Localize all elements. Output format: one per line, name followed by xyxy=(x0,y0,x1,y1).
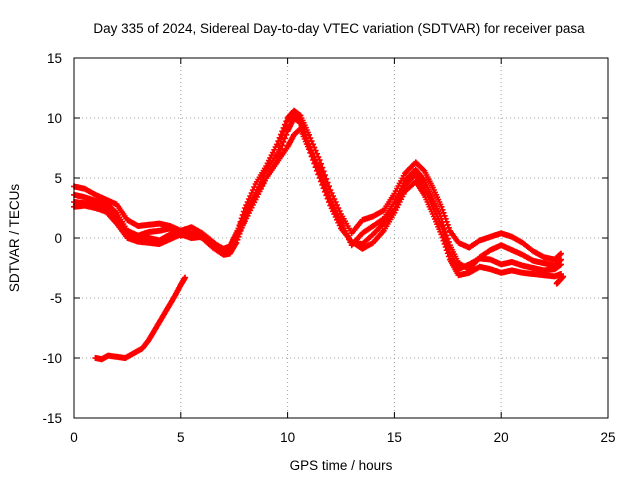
x-tick-label: 25 xyxy=(600,430,615,445)
x-tick-label: 20 xyxy=(494,430,509,445)
data-point-markers xyxy=(92,274,189,363)
y-tick-label: 0 xyxy=(54,231,62,246)
x-tick-label: 0 xyxy=(70,430,78,445)
y-tick-label: -10 xyxy=(42,351,62,366)
data-points xyxy=(71,107,567,363)
chart-title: Day 335 of 2024, Sidereal Day-to-day VTE… xyxy=(93,21,585,36)
series-track-2 xyxy=(71,115,564,273)
y-tick-label: 10 xyxy=(47,111,62,126)
x-axis-ticks: 0 5 10 15 20 25 xyxy=(70,58,616,445)
x-tick-label: 10 xyxy=(280,430,295,445)
series-segment-6 xyxy=(553,273,567,287)
x-axis-label: GPS time / hours xyxy=(290,458,393,473)
data-point-markers xyxy=(553,273,567,287)
series-segment-5 xyxy=(92,274,189,363)
data-point-markers xyxy=(71,115,564,273)
x-tick-label: 15 xyxy=(387,430,402,445)
y-tick-label: -15 xyxy=(42,411,62,426)
x-tick-label: 5 xyxy=(177,430,185,445)
data-point-markers xyxy=(71,125,564,280)
y-tick-label: -5 xyxy=(50,291,62,306)
y-tick-label: 5 xyxy=(54,171,62,186)
series-track-4 xyxy=(71,125,564,280)
y-axis-label: SDTVAR / TECUs xyxy=(7,184,22,293)
y-tick-label: 15 xyxy=(47,51,62,66)
plot-frame xyxy=(73,57,609,419)
y-axis-ticks: -15 -10 -5 0 5 10 15 xyxy=(42,51,608,426)
